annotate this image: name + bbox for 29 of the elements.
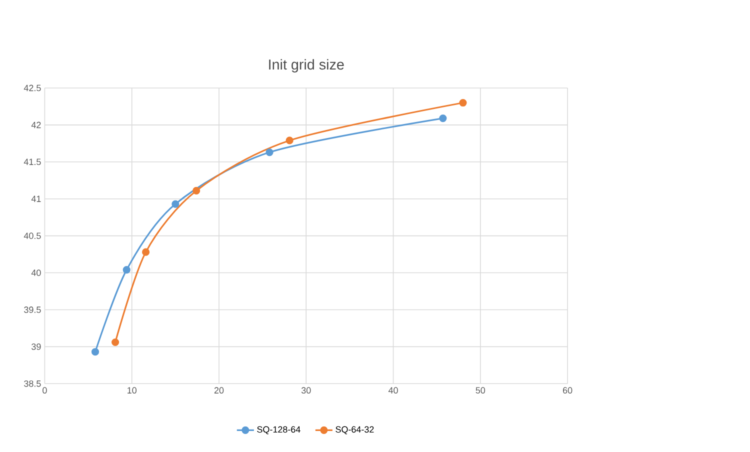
x-tick-label: 50 (476, 387, 486, 394)
y-tick-label: 38.5 (24, 380, 41, 387)
x-tick-label: 20 (214, 387, 224, 394)
point (172, 200, 180, 208)
point (459, 98, 467, 106)
x-tick-label: 60 (563, 387, 572, 394)
y-tick-label: 42 (31, 122, 41, 128)
y-tick-label: 41.5 (24, 158, 41, 165)
point (122, 266, 130, 274)
x-tick-label: 10 (128, 387, 136, 394)
x-tick-label: 40 (388, 387, 398, 394)
point (266, 148, 274, 156)
chart-title: Init grid size (269, 59, 344, 72)
point (192, 186, 200, 194)
point (91, 348, 100, 356)
x-tick-label: 30 (301, 387, 311, 394)
legend-label: SQ-128-64 (257, 426, 300, 434)
y-tick-label: 40 (31, 270, 41, 276)
y-tick-label: 39.5 (24, 306, 41, 313)
point (286, 136, 294, 144)
x-tick-label: 0 (42, 387, 47, 394)
y-tick-label: 41 (31, 196, 41, 202)
point (439, 114, 447, 122)
y-tick-label: 39 (32, 343, 41, 350)
y-tick-label: 42.5 (24, 84, 41, 92)
point (112, 338, 120, 346)
point (142, 248, 150, 256)
y-tick-label: 40.5 (24, 232, 41, 239)
legend-label: SQ-64-32 (336, 426, 374, 434)
